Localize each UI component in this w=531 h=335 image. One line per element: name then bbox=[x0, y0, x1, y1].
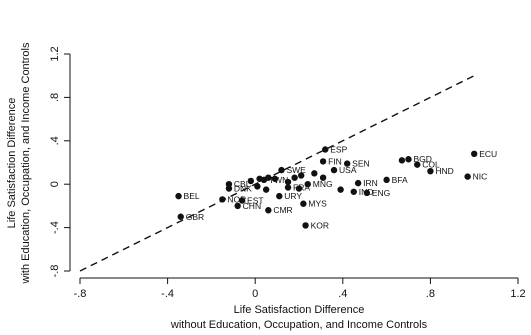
data-point-label: CBL bbox=[234, 179, 251, 189]
x-tick-label: .4 bbox=[338, 288, 347, 300]
data-point bbox=[464, 173, 471, 180]
data-point bbox=[337, 186, 344, 193]
data-point bbox=[175, 192, 182, 200]
data-point bbox=[427, 167, 434, 175]
data-point bbox=[278, 166, 285, 174]
data-point-label: FRA bbox=[293, 182, 310, 192]
y-axis-ticks: -.8 -.4 0 .4 .8 1.2 bbox=[49, 46, 70, 277]
data-point bbox=[322, 146, 329, 153]
data-point-label: FIN bbox=[328, 156, 342, 166]
data-point bbox=[363, 189, 371, 197]
data-point bbox=[471, 150, 478, 158]
y-tick-label: .8 bbox=[49, 93, 61, 102]
data-point bbox=[295, 185, 303, 192]
data-point-label: EST bbox=[247, 195, 264, 205]
data-point-label: MNG bbox=[313, 179, 333, 189]
x-tick-label: 0 bbox=[252, 288, 258, 300]
data-point-label: BFA bbox=[392, 175, 408, 185]
data-point-label: CHN bbox=[243, 201, 261, 211]
data-point bbox=[405, 156, 412, 163]
data-point bbox=[383, 176, 390, 184]
data-point-label: MYS bbox=[308, 199, 327, 209]
x-tick-label: -.4 bbox=[161, 288, 174, 300]
data-point bbox=[177, 213, 184, 220]
data-point-label: IRN bbox=[363, 178, 378, 188]
y-tick-label: -.8 bbox=[49, 265, 61, 278]
x-tick-label: -.8 bbox=[74, 288, 87, 300]
data-point-label: HND bbox=[435, 166, 453, 176]
data-point-label: NIC bbox=[473, 172, 488, 182]
data-point bbox=[354, 179, 362, 187]
data-point-label: COL bbox=[422, 160, 440, 170]
data-point-label: ENG bbox=[372, 188, 390, 198]
y-tick-label: 0 bbox=[49, 181, 61, 187]
x-tick-label: 1.2 bbox=[510, 288, 525, 300]
data-point bbox=[297, 172, 305, 179]
y-axis-title-line-2: with Education, Occupation, and Income C… bbox=[20, 42, 32, 284]
data-point bbox=[254, 183, 261, 190]
data-point-label: NOR bbox=[227, 194, 246, 204]
data-point-label: TWN bbox=[269, 175, 288, 185]
data-point-label: GBR bbox=[186, 212, 204, 222]
data-point bbox=[219, 196, 226, 203]
data-point-label: SEN bbox=[352, 159, 369, 169]
data-point bbox=[350, 188, 357, 195]
data-point bbox=[284, 184, 292, 191]
data-points: ECUNICHNDBGDCOLESPFINSENUSASWEBFAIRNINDE… bbox=[175, 144, 497, 230]
x-axis-ticks: -.8 -.4 0 .4 .8 1.2 bbox=[74, 278, 526, 300]
x-tick-label: .8 bbox=[426, 288, 435, 300]
data-point-label: ESP bbox=[330, 144, 347, 154]
y-axis-title-line-1: Life Satisfaction Difference bbox=[6, 98, 18, 229]
data-point bbox=[234, 202, 241, 210]
data-point bbox=[225, 185, 233, 192]
data-point bbox=[319, 158, 327, 165]
x-axis: -.8 -.4 0 .4 .8 1.2 bbox=[74, 277, 526, 300]
data-point bbox=[260, 176, 268, 184]
data-point-label: BGD bbox=[414, 154, 432, 164]
data-point-label: ECU bbox=[479, 149, 497, 159]
x-axis-title-line-2: without Education, Occupation, and Incom… bbox=[170, 319, 428, 331]
data-point bbox=[304, 181, 311, 188]
data-point bbox=[276, 192, 283, 200]
data-point bbox=[398, 157, 406, 164]
data-point-label: USA bbox=[339, 165, 357, 175]
y-axis-title: Life Satisfaction Difference with Educat… bbox=[6, 42, 32, 284]
data-point bbox=[414, 161, 421, 168]
data-point bbox=[300, 200, 307, 207]
data-point-label: KOR bbox=[311, 220, 329, 230]
data-point bbox=[262, 186, 270, 193]
data-point bbox=[265, 207, 272, 214]
data-point bbox=[291, 174, 298, 181]
data-point bbox=[247, 177, 255, 185]
y-axis: -.8 -.4 0 .4 .8 1.2 bbox=[49, 46, 71, 277]
data-point-label: BEL bbox=[184, 191, 200, 201]
x-axis-title-line-1: Life Satisfaction Difference bbox=[234, 304, 365, 316]
data-point bbox=[343, 160, 351, 167]
x-axis-title: Life Satisfaction Difference without Edu… bbox=[170, 304, 428, 331]
data-point bbox=[311, 170, 318, 177]
y-tick-label: 1.2 bbox=[49, 46, 61, 61]
data-point-label: DNK bbox=[234, 184, 252, 194]
data-point bbox=[302, 222, 309, 229]
data-point-label: SWE bbox=[286, 165, 306, 175]
data-point bbox=[330, 166, 338, 174]
y-tick-label: -.4 bbox=[49, 221, 61, 234]
data-point bbox=[271, 175, 279, 182]
y-tick-label: .4 bbox=[49, 136, 61, 145]
data-point bbox=[284, 178, 292, 186]
data-point bbox=[319, 174, 327, 181]
data-point-label: CMR bbox=[273, 205, 292, 215]
data-point bbox=[238, 197, 246, 204]
data-point-label: URY bbox=[284, 191, 302, 201]
reference-line-dashed bbox=[79, 75, 475, 272]
